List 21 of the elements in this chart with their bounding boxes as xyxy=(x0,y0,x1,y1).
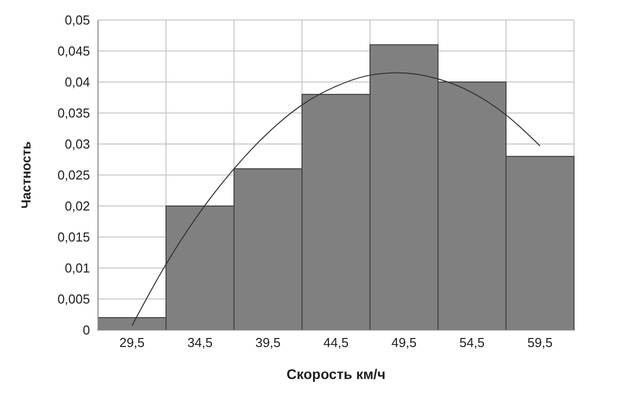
x-tick-label: 59,5 xyxy=(527,335,553,350)
y-tick-label: 0,03 xyxy=(64,136,90,152)
y-tick-label: 0,04 xyxy=(64,74,90,90)
line-series xyxy=(132,72,540,326)
x-tick-label: 44,5 xyxy=(323,335,349,350)
x-tick-label: 29,5 xyxy=(119,335,145,350)
x-tick-label: 34,5 xyxy=(187,335,213,350)
y-tick-label: 0,01 xyxy=(64,260,90,276)
x-tick-label: 39,5 xyxy=(255,335,281,350)
y-tick-label: 0,015 xyxy=(57,230,90,245)
x-axis-title: Скорость км/ч xyxy=(286,366,386,382)
x-tick-label: 54,5 xyxy=(459,335,485,350)
y-tick-label: 0,02 xyxy=(64,198,90,214)
y-tick-label: 0,045 xyxy=(57,44,90,59)
y-tick-label: 0,005 xyxy=(57,292,90,307)
y-tick-label: 0,035 xyxy=(57,106,90,121)
y-tick-label: 0,05 xyxy=(64,12,90,28)
y-tick-label: 0 xyxy=(82,322,90,338)
y-tick-label: 0,025 xyxy=(57,168,90,183)
x-tick-label: 49,5 xyxy=(391,335,417,350)
y-axis-title: Частность xyxy=(18,141,34,209)
